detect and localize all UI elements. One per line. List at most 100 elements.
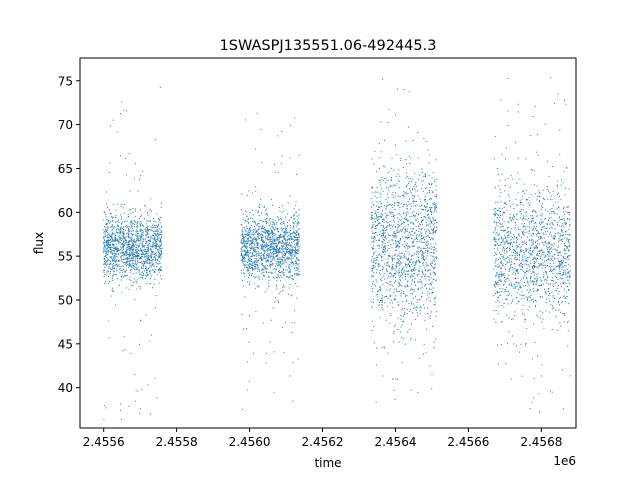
data-point xyxy=(263,275,265,277)
data-point xyxy=(517,238,519,240)
data-point xyxy=(412,235,414,237)
data-point xyxy=(400,326,402,328)
data-point xyxy=(118,221,120,223)
data-point xyxy=(255,209,257,211)
data-point xyxy=(248,267,250,269)
data-point xyxy=(298,239,300,241)
data-point xyxy=(259,244,261,246)
data-point xyxy=(278,241,280,243)
data-point xyxy=(382,214,384,216)
data-point xyxy=(549,231,551,233)
data-point xyxy=(283,241,285,243)
data-point xyxy=(398,272,400,274)
data-point xyxy=(262,241,264,243)
data-point xyxy=(267,232,269,234)
data-point xyxy=(113,240,115,242)
data-point xyxy=(406,309,408,311)
data-point xyxy=(260,198,262,200)
data-point xyxy=(242,231,244,233)
data-point xyxy=(158,263,160,265)
data-point xyxy=(540,218,542,220)
data-point xyxy=(119,265,121,267)
data-point xyxy=(292,238,294,240)
data-point xyxy=(120,203,122,205)
data-point xyxy=(279,261,281,263)
data-point xyxy=(135,264,137,266)
data-point xyxy=(386,289,388,291)
data-point xyxy=(435,196,437,198)
data-point xyxy=(160,270,162,272)
data-point xyxy=(533,267,535,269)
data-point xyxy=(141,246,143,248)
data-point xyxy=(432,260,434,262)
data-point xyxy=(285,245,287,247)
data-point xyxy=(256,264,258,266)
data-point xyxy=(507,178,509,180)
data-point xyxy=(527,199,529,201)
data-point xyxy=(504,235,506,237)
data-point xyxy=(519,264,521,266)
data-point xyxy=(296,267,298,269)
data-point xyxy=(249,243,251,245)
data-point xyxy=(424,216,426,218)
data-point xyxy=(134,299,136,301)
data-point xyxy=(266,220,268,222)
data-point xyxy=(251,192,253,194)
data-point xyxy=(103,237,105,239)
data-point xyxy=(140,235,142,237)
data-point xyxy=(427,270,429,272)
data-point xyxy=(401,285,403,287)
data-point xyxy=(430,284,432,286)
data-point xyxy=(280,243,282,245)
data-point xyxy=(569,277,571,279)
data-point xyxy=(240,248,242,250)
data-point xyxy=(546,189,548,191)
data-point xyxy=(432,255,434,257)
data-point xyxy=(532,280,534,282)
data-point xyxy=(128,248,130,250)
data-point xyxy=(133,253,135,255)
data-point xyxy=(296,258,298,260)
data-point xyxy=(409,162,411,164)
data-point xyxy=(380,193,382,195)
data-point xyxy=(377,264,379,266)
data-point xyxy=(295,261,297,263)
data-point xyxy=(258,222,260,224)
data-point xyxy=(379,222,381,224)
data-point xyxy=(114,239,116,241)
data-point xyxy=(298,250,300,252)
data-point xyxy=(544,264,546,266)
data-point xyxy=(511,300,513,302)
data-point xyxy=(135,231,137,233)
data-point xyxy=(123,254,125,256)
data-point xyxy=(152,245,154,247)
data-point xyxy=(393,184,395,186)
data-point xyxy=(377,256,379,258)
data-point xyxy=(135,256,137,258)
data-point xyxy=(282,235,284,237)
data-point xyxy=(384,212,386,214)
data-point xyxy=(424,248,426,250)
data-point xyxy=(421,255,423,257)
data-point xyxy=(411,256,413,258)
data-point xyxy=(498,276,500,278)
data-point xyxy=(390,204,392,206)
data-point xyxy=(149,277,151,279)
data-point xyxy=(417,287,419,289)
data-point xyxy=(132,265,134,267)
data-point xyxy=(246,225,248,227)
data-point xyxy=(124,258,126,260)
data-point xyxy=(270,233,272,235)
data-point xyxy=(372,247,374,249)
data-point xyxy=(150,229,152,231)
data-point xyxy=(381,235,383,237)
data-point xyxy=(391,268,393,270)
data-point xyxy=(116,131,118,133)
data-point xyxy=(137,239,139,241)
data-point xyxy=(275,261,277,263)
data-point xyxy=(395,175,397,177)
data-point xyxy=(505,263,507,265)
data-point xyxy=(141,267,143,269)
data-point xyxy=(539,296,541,298)
data-point xyxy=(110,240,112,242)
